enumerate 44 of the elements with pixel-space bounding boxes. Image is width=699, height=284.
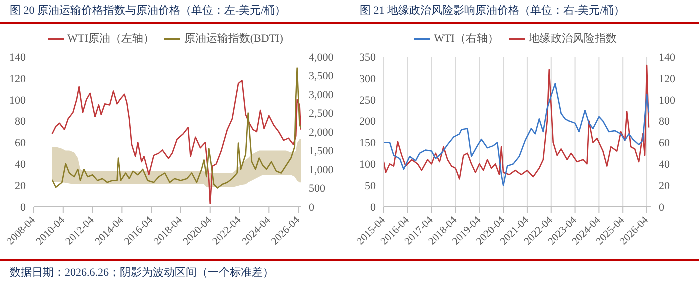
y-tick-label: 100 bbox=[10, 94, 26, 107]
y-tick-label: 120 bbox=[10, 73, 26, 86]
y2-tick-label: 100 bbox=[659, 94, 676, 107]
y2-tick-label: 2,500 bbox=[309, 108, 334, 120]
y-tick-label: 150 bbox=[360, 138, 376, 150]
y-tick-label: 50 bbox=[365, 180, 376, 192]
y-tick-label: 60 bbox=[15, 138, 26, 150]
y2-tick-label: 80 bbox=[659, 116, 670, 128]
y-tick-label: 350 bbox=[360, 52, 376, 64]
y-tick-label: 250 bbox=[360, 94, 376, 107]
line-series bbox=[52, 68, 301, 189]
y-tick-label: 40 bbox=[15, 159, 26, 172]
legend-label: 地缘政治风险指数 bbox=[528, 33, 617, 45]
y-tick-label: 80 bbox=[15, 116, 26, 128]
y2-tick-label: 500 bbox=[309, 183, 326, 196]
text: 数据日期：2026.6.26；阴影为波动区间（一个标准差） bbox=[10, 266, 274, 280]
y2-tick-label: 4,000 bbox=[309, 52, 334, 64]
y2-tick-label: 3,500 bbox=[309, 70, 334, 83]
y-tick-label: 300 bbox=[360, 73, 376, 86]
legend-label: 原油运输指数(BDTI) bbox=[184, 33, 284, 45]
y2-tick-label: 0 bbox=[309, 202, 315, 214]
y2-tick-label: 40 bbox=[659, 159, 670, 172]
legend-label: WTI原油（左轴） bbox=[68, 33, 154, 45]
legend-label: WTI（右轴） bbox=[434, 33, 499, 45]
chart-title: 图 21 地缘政治风险影响原油价格（单位：右-美元/桶） bbox=[360, 4, 626, 18]
y2-tick-label: 3,000 bbox=[309, 89, 334, 102]
line-series bbox=[52, 80, 301, 204]
y2-tick-label: 60 bbox=[659, 138, 670, 150]
chart-title: 图 20 原油运输价格指数与原油价格（单位：左-美元/桶） bbox=[10, 4, 286, 18]
y2-tick-label: 20 bbox=[659, 180, 670, 192]
y-tick-label: 200 bbox=[360, 116, 376, 128]
y2-tick-label: 0 bbox=[659, 202, 665, 214]
y-tick-label: 140 bbox=[10, 52, 26, 64]
y2-tick-label: 120 bbox=[659, 73, 676, 86]
y2-tick-label: 140 bbox=[659, 52, 676, 64]
y2-tick-label: 1,000 bbox=[309, 164, 334, 176]
line-series bbox=[384, 83, 650, 186]
y2-tick-label: 1,500 bbox=[309, 146, 334, 158]
line-series bbox=[384, 64, 650, 180]
y-tick-label: 20 bbox=[15, 180, 26, 192]
y-tick-label: 0 bbox=[370, 202, 376, 214]
y2-tick-label: 2,000 bbox=[309, 126, 334, 139]
y-tick-label: 0 bbox=[20, 202, 26, 214]
y-tick-label: 100 bbox=[360, 159, 376, 172]
